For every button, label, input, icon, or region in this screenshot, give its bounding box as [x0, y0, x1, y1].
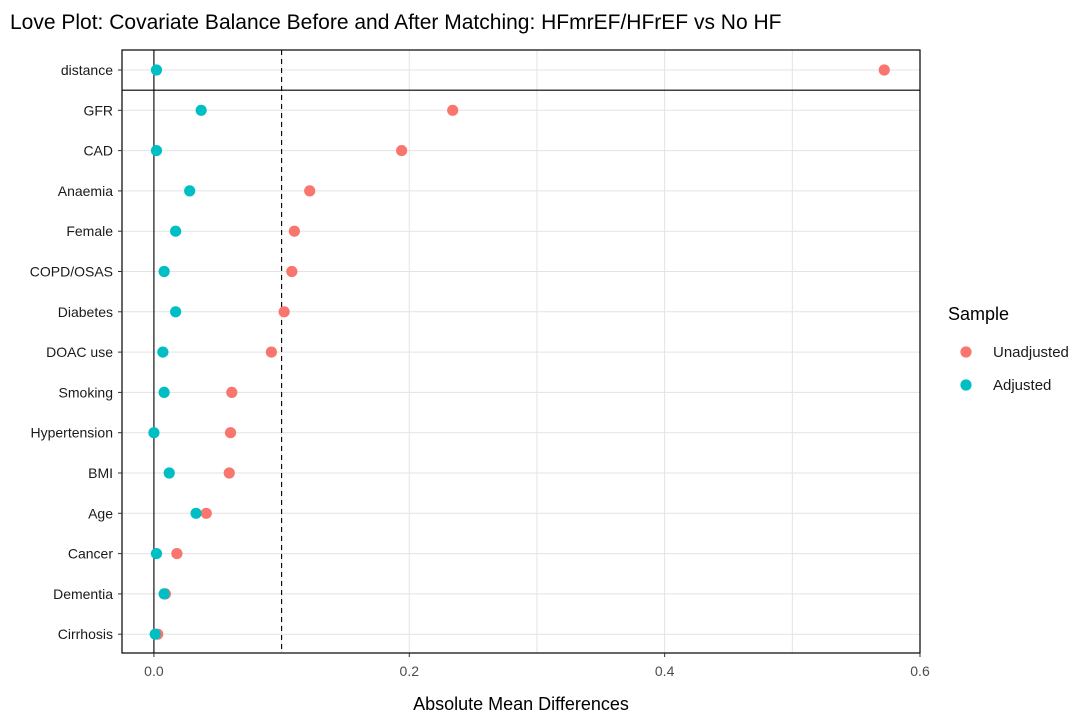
y-tick-label: Dementia: [53, 586, 113, 602]
y-tick-label: Anaemia: [58, 183, 113, 199]
reference-lines: [122, 50, 920, 653]
point-adjusted: [148, 427, 160, 439]
y-tick-label: Hypertension: [31, 425, 114, 441]
y-tick-label: COPD/OSAS: [30, 264, 113, 280]
point-unadjusted: [288, 225, 300, 237]
legend-label-unadjusted: Unadjusted: [993, 344, 1069, 361]
x-tick-label: 0.6: [910, 663, 930, 679]
y-tick-label: Female: [66, 223, 113, 239]
panel-border: [121, 49, 921, 654]
point-unadjusted: [226, 386, 238, 398]
point-adjusted: [163, 467, 175, 479]
x-tick-label: 0.0: [144, 663, 164, 679]
y-tick-label: Cirrhosis: [58, 626, 113, 642]
y-tick-label: Age: [88, 505, 113, 521]
point-adjusted: [158, 588, 170, 600]
y-tick-label: DOAC use: [46, 344, 113, 360]
y-tick-label: Cancer: [68, 546, 113, 562]
point-adjusted: [158, 386, 170, 398]
point-unadjusted: [224, 427, 237, 439]
y-axis-ticks: distance GFR CAD Anaemia Female COPD/OSAS Diab…: [30, 62, 122, 642]
grid-layer: [122, 50, 921, 653]
legend-items: Unadjusted Adjusted: [960, 344, 1069, 394]
chart-title: Love Plot: Covariate Balance Before and …: [10, 11, 781, 34]
point-adjusted: [184, 185, 196, 197]
point-adjusted: [150, 548, 163, 560]
point-unadjusted: [200, 507, 212, 519]
legend: Sample Unadjusted Adjusted: [948, 304, 1069, 394]
y-tick-label: CAD: [83, 143, 113, 159]
point-unadjusted: [223, 467, 235, 479]
point-adjusted: [170, 306, 182, 318]
point-unadjusted: [878, 64, 890, 76]
x-tick-label: 0.4: [655, 663, 675, 679]
point-adjusted: [157, 346, 169, 358]
legend-label-adjusted: Adjusted: [993, 377, 1051, 394]
point-adjusted: [150, 145, 163, 157]
y-tick-label: GFR: [83, 102, 113, 118]
point-adjusted: [170, 225, 182, 237]
point-adjusted: [149, 628, 161, 640]
point-adjusted: [158, 265, 170, 278]
point-adjusted: [150, 64, 163, 76]
point-unadjusted: [171, 548, 183, 560]
x-axis-title: Absolute Mean Differences: [413, 694, 629, 714]
point-adjusted: [190, 507, 202, 519]
y-tick-label: distance: [61, 62, 113, 78]
legend-key-unadjusted: [960, 346, 972, 358]
y-tick-label: Smoking: [59, 384, 113, 400]
legend-key-adjusted: [960, 379, 972, 391]
point-unadjusted: [286, 265, 298, 278]
points-layer: [148, 64, 890, 640]
point-unadjusted: [396, 145, 408, 157]
point-unadjusted: [265, 346, 277, 358]
y-tick-label: Diabetes: [58, 304, 113, 320]
y-tick-label: BMI: [88, 465, 113, 481]
x-axis-ticks: 0.0 0.2 0.4 0.6: [144, 653, 930, 679]
legend-title: Sample: [948, 304, 1009, 324]
point-unadjusted: [304, 185, 316, 197]
x-tick-label: 0.2: [400, 663, 420, 679]
point-adjusted: [195, 104, 207, 116]
point-unadjusted: [278, 306, 290, 318]
point-unadjusted: [447, 104, 459, 116]
